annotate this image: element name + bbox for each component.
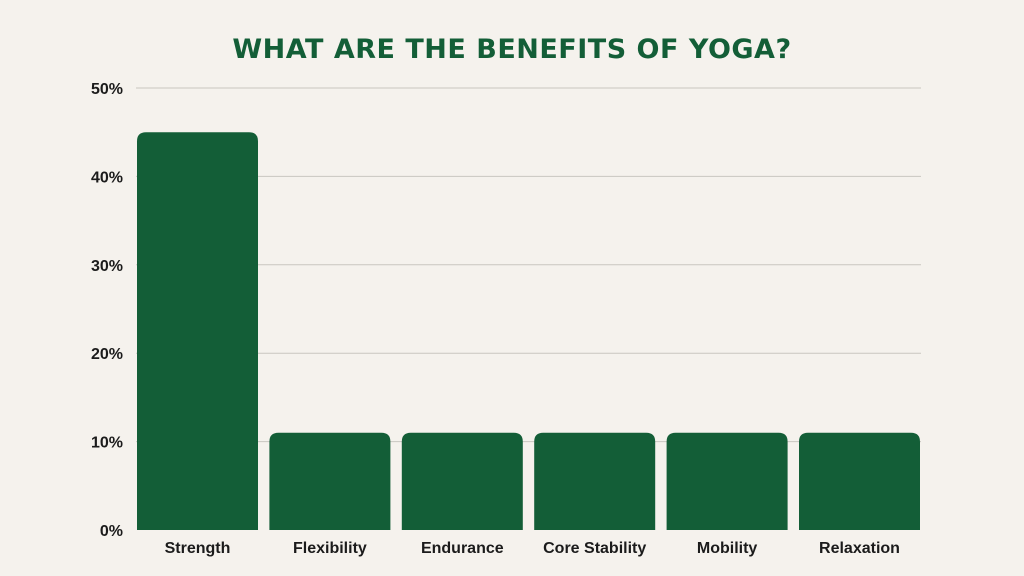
x-tick-label: Core Stability: [543, 540, 646, 557]
x-tick-label: Mobility: [697, 540, 758, 557]
y-tick-label: 30%: [91, 258, 123, 275]
x-tick-label: Flexibility: [293, 540, 367, 557]
x-axis-tick-labels: Strength Flexibility Endurance Core Stabili…: [165, 540, 900, 557]
grid-lines: [136, 87, 921, 443]
x-tick-label: Relaxation: [819, 540, 900, 557]
bar-endurance: [401, 432, 523, 530]
chart-title: WHAT ARE THE BENEFITS OF YOGA?: [232, 34, 792, 65]
y-tick-label: 40%: [91, 169, 123, 186]
bar-strength: [137, 132, 258, 530]
x-tick-label: Strength: [165, 540, 231, 557]
bar-flexibility: [269, 432, 391, 530]
bar-mobility: [666, 432, 788, 530]
x-tick-label: Endurance: [421, 540, 504, 557]
y-tick-label: 20%: [91, 346, 123, 363]
y-tick-label: 50%: [91, 81, 123, 98]
y-tick-label: 10%: [91, 435, 123, 452]
bars: [137, 132, 920, 530]
bar-core-stability: [534, 432, 656, 530]
bar-relaxation: [799, 432, 920, 530]
y-tick-label: 0%: [100, 523, 123, 540]
y-axis-tick-labels: 0% 10% 20% 30% 40% 50%: [91, 81, 123, 540]
